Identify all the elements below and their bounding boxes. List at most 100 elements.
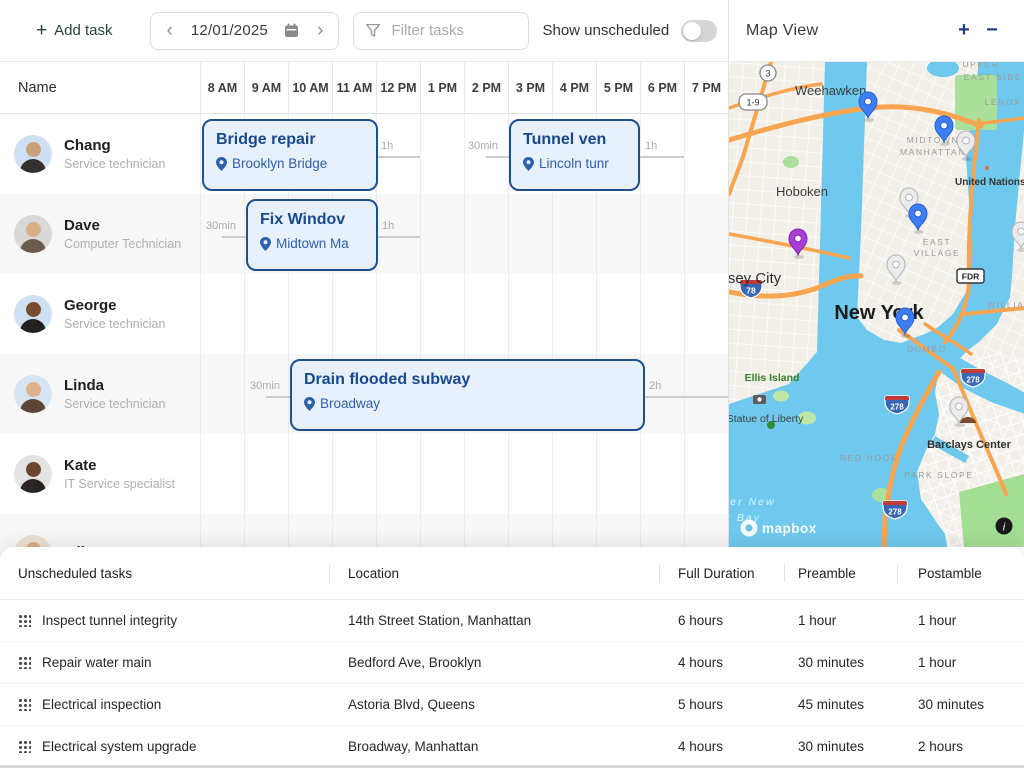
map-pins [788,91,1024,427]
task-title: Drain flooded subway [304,371,471,388]
resource-role: IT Service specialist [64,477,175,491]
unscheduled-task-row[interactable]: Repair water main Bedford Ave, Brooklyn … [0,642,1024,684]
calendar-icon[interactable] [284,23,299,38]
map-ellis-island-shape [773,390,789,402]
task-location: Broadway [320,396,381,411]
next-day-button[interactable]: › [317,20,324,41]
travel-line [266,396,290,398]
task-name: Inspect tunnel integrity [42,613,178,628]
stadium-icon [960,417,976,423]
drag-handle-icon[interactable] [18,656,31,669]
unscheduled-task-row[interactable]: Electrical inspection Astoria Blvd, Quee… [0,684,1024,726]
task-card-tunnel-vent[interactable]: Tunnel ven Lincoln tunr [509,119,640,191]
map-header: Map View + − [729,0,1024,62]
column-header-unscheduled-tasks: Unscheduled tasks [0,547,330,599]
time-header: 4 PM [552,62,596,113]
svg-text:3: 3 [765,69,770,79]
map-info-button[interactable]: i [995,517,1013,535]
drag-handle-icon[interactable] [18,614,31,627]
resource-name: Linda [64,377,104,394]
show-unscheduled-label: Show unscheduled [542,22,670,39]
plus-icon: + [36,20,48,41]
interstate-shield-278: 278 [884,395,910,415]
resource-role: Service technician [64,397,166,411]
task-preamble: 30 minutes [798,655,865,670]
task-preamble: 1 hour [798,613,837,628]
location-pin-icon [216,156,227,171]
location-pin-icon [304,396,315,411]
show-unscheduled-toggle[interactable] [681,19,718,42]
svg-text:1-9: 1-9 [746,98,759,108]
travel-line [222,236,246,238]
travel-duration: 30min [468,140,498,152]
date-value[interactable]: 12/01/2025 [190,22,268,39]
map-label-manhattan: MANHATTAN [900,147,966,157]
filter-tasks-box[interactable] [353,11,530,50]
interstate-shield-78: 78 [739,279,763,299]
avatar [14,455,52,493]
drag-handle-icon[interactable] [18,740,31,753]
map-canvas[interactable]: 3 1-9 78 278 278 [729,62,1024,547]
tree-icon [767,421,775,429]
map-label-jersey-city: Jersey City [729,270,782,287]
avatar [14,135,52,173]
task-card-fix-window[interactable]: Fix Windov Midtown Ma [246,199,378,271]
task-name: Electrical inspection [42,697,162,712]
task-card-drain-subway[interactable]: Drain flooded subway Broadway [290,359,645,431]
unscheduled-tasks-panel: Unscheduled tasks Location Full Duration… [0,547,1024,768]
task-preamble: 45 minutes [798,697,865,712]
task-duration: 4 hours [678,655,724,670]
task-title: Bridge repair [216,131,316,148]
time-header: 2 PM [464,62,508,113]
svg-text:i: i [1003,522,1006,534]
drag-handle-icon[interactable] [18,698,31,711]
filter-tasks-input[interactable] [389,21,508,40]
toolbar: + Add task ‹ 12/01/2025 › Show unschedul… [0,0,728,62]
resource-row-kate: Kate IT Service specialist [0,434,728,514]
task-duration: 4 hours [678,739,724,754]
map-central-park [955,75,997,130]
bottom-edge-divider [0,765,1024,768]
map-label-hoboken: Hoboken [776,184,828,199]
time-header: 10 AM [288,62,332,113]
map-view-title: Map View [746,21,819,39]
unscheduled-task-row[interactable]: Inspect tunnel integrity 14th Street Sta… [0,600,1024,642]
unscheduled-table-header: Unscheduled tasks Location Full Duration… [0,547,1024,600]
date-picker[interactable]: ‹ 12/01/2025 › [150,11,340,50]
travel-line [640,156,684,158]
add-task-button[interactable]: + Add task [30,20,118,41]
travel-duration: 30min [250,380,280,392]
svg-text:FDR: FDR [962,272,979,282]
mapbox-logo: mapbox [740,519,816,537]
task-name: Electrical system upgrade [42,739,197,754]
interstate-shield-278: 278 [960,368,986,388]
unscheduled-task-row[interactable]: Electrical system upgrade Broadway, Manh… [0,726,1024,768]
filter-icon [366,24,381,37]
resource-name: Dave [64,217,100,234]
prev-day-button[interactable]: ‹ [166,20,173,41]
travel-duration: 2h [649,380,662,392]
map-zoom-in-button[interactable]: + [950,19,978,42]
travel-duration: 1h [645,140,658,152]
avatar [14,375,52,413]
map-liberty-island-shape [798,411,816,425]
task-postamble: 1 hour [918,655,957,670]
location-pin-icon [260,236,271,251]
resource-name: Chang [64,137,111,154]
task-location: Broadway, Manhattan [348,739,479,754]
map-zoom-out-button[interactable]: − [978,19,1006,42]
map-label-upper-bay: Upper New [729,496,776,508]
time-header: 6 PM [640,62,684,113]
task-card-bridge-repair[interactable]: Bridge repair Brooklyn Bridge [202,119,378,191]
add-task-label: Add task [54,22,113,39]
fdr-shield: FDR [956,268,985,284]
travel-duration: 1h [382,220,395,232]
map-label-east-side: EAST SIDE [964,72,1023,82]
svg-text:278: 278 [966,376,980,385]
task-duration: 6 hours [678,613,724,628]
task-location: Lincoln tunr [539,156,609,171]
map-label-lenox: LENOX [985,97,1022,107]
avatar [14,215,52,253]
travel-line [645,396,728,398]
